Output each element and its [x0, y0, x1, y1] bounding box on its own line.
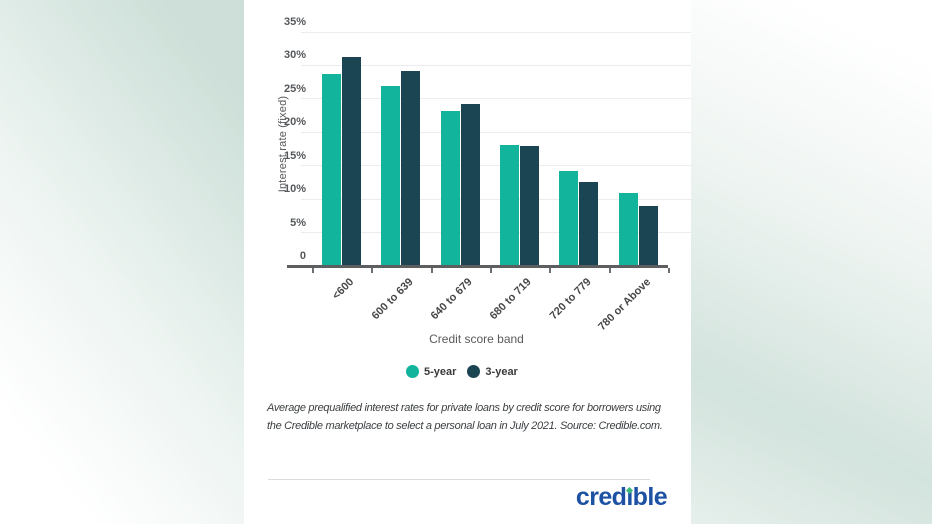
- y-axis-tick-label: 25%: [283, 82, 306, 95]
- gridline: [301, 64, 691, 66]
- bar-5-year: [559, 171, 579, 266]
- x-axis-label: <600: [330, 276, 357, 303]
- gridline: [301, 165, 691, 167]
- gridline: [301, 131, 691, 133]
- x-axis-label: 680 to 719: [488, 276, 535, 323]
- bar-5-year: [500, 144, 520, 266]
- x-axis-tick: [549, 268, 552, 273]
- bar-5-year: [618, 193, 638, 266]
- legend-item: 3-year: [467, 365, 518, 378]
- bar-chart: Interest rate (fixed) Credit score band …: [244, 0, 691, 524]
- gridline: [301, 198, 691, 200]
- x-axis-label: 720 to 779: [547, 276, 594, 323]
- credible-logo: cred ıble: [575, 483, 668, 512]
- bar-5-year: [322, 74, 342, 266]
- background-right-gradient: [691, 0, 932, 524]
- y-axis-tick-label: 0: [299, 250, 306, 262]
- legend-dot-3-year: [467, 365, 481, 378]
- x-axis-title: Credit score band: [429, 332, 524, 346]
- bar-3-year: [520, 145, 540, 266]
- bar-3-year: [342, 56, 362, 266]
- bar-5-year: [440, 110, 460, 266]
- legend-dot-5-year: [406, 365, 419, 378]
- x-axis-label: 600 to 639: [369, 276, 416, 323]
- chart-card: Interest rate (fixed) Credit score band …: [244, 0, 691, 524]
- gridline: [301, 232, 691, 234]
- x-axis-tick: [312, 268, 314, 273]
- x-axis-line: [287, 265, 668, 268]
- y-axis-tick-label: 5%: [290, 216, 306, 229]
- x-axis-tick: [667, 268, 670, 273]
- logo-text-after-i: ble: [632, 483, 668, 511]
- x-axis-tick: [489, 268, 492, 273]
- bar-3-year: [460, 104, 480, 266]
- background-left-gradient: [0, 0, 244, 524]
- legend: 5-year 3-year: [406, 365, 518, 378]
- bar-3-year: [579, 182, 599, 266]
- gridline: [301, 98, 691, 100]
- y-axis-tick-label: 30%: [283, 49, 306, 62]
- legend-item: 5-year: [406, 365, 456, 378]
- bar-3-year: [638, 206, 658, 266]
- y-axis-tick-label: 10%: [283, 183, 306, 196]
- legend-label: 5-year: [424, 365, 457, 378]
- footer-divider: [268, 479, 650, 480]
- y-axis-tick-label: 15%: [283, 149, 306, 162]
- x-axis-tick: [371, 268, 374, 273]
- x-axis-tick: [608, 268, 611, 273]
- bar-3-year: [401, 71, 421, 266]
- y-axis-tick-label: 20%: [283, 116, 306, 129]
- gridline: [301, 31, 691, 33]
- x-axis-label: 640 to 679: [428, 276, 475, 323]
- legend-label: 3-year: [485, 365, 518, 378]
- x-axis-tick: [430, 268, 433, 273]
- logo-text-before-i: cred: [575, 483, 627, 511]
- bar-5-year: [381, 86, 401, 266]
- logo-letter-i: ı: [625, 483, 633, 511]
- y-axis-title: Interest rate (fixed): [277, 95, 289, 193]
- y-axis-tick-label: 35%: [283, 16, 306, 28]
- chart-caption: Average prequalified interest rates for …: [267, 402, 663, 432]
- x-axis-label: 780 or Above: [595, 276, 653, 334]
